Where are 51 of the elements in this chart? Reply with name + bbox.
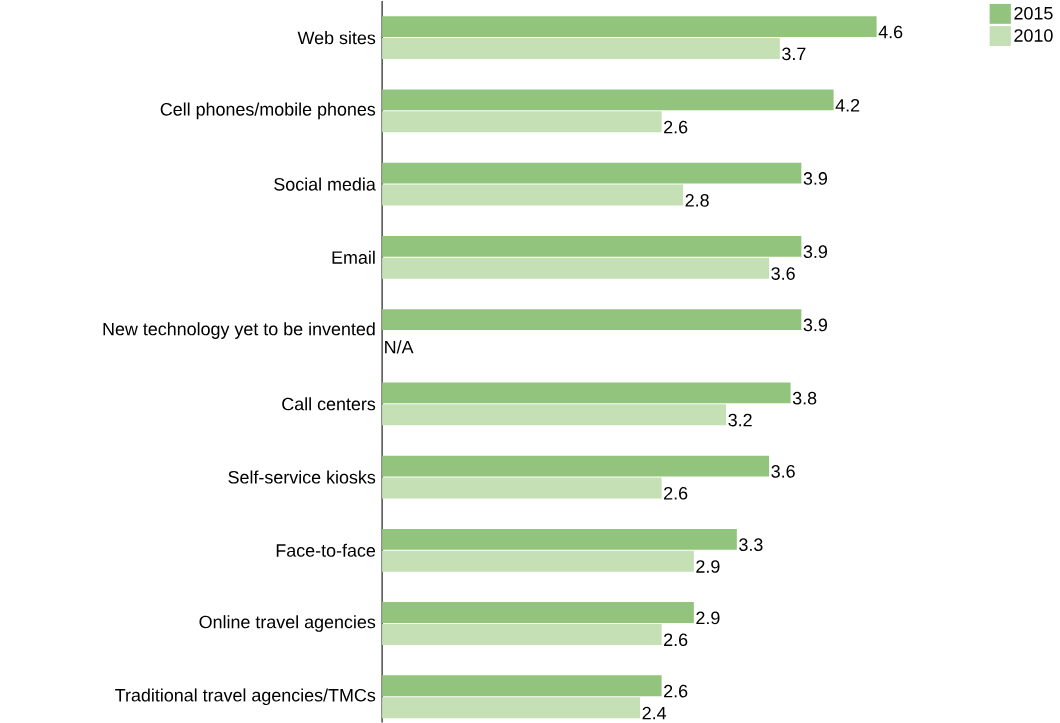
data-label: 3.9: [803, 318, 827, 332]
bar: [382, 455, 770, 477]
bar: [382, 16, 877, 38]
data-label: 2.9: [696, 611, 720, 625]
data-label: 3.3: [739, 538, 763, 552]
bar: [382, 309, 802, 331]
legend-label: 2010: [1014, 29, 1053, 42]
bar: [382, 528, 737, 550]
bar: [382, 235, 802, 257]
data-label: 2.6: [664, 120, 688, 134]
bar: [382, 550, 694, 572]
y-tick-label: Self-service kiosks: [228, 470, 376, 484]
bar: [382, 38, 780, 60]
data-label: 2.8: [685, 194, 709, 207]
data-label: 3.6: [771, 267, 795, 280]
y-tick-label: Cell phones/mobile phones: [160, 102, 376, 120]
y-tick-label: Web sites: [297, 31, 376, 45]
data-label: 3.9: [803, 245, 827, 259]
data-label: 2.6: [664, 487, 688, 500]
bar: [382, 111, 662, 133]
bar: [382, 602, 694, 624]
bar: [382, 184, 684, 206]
data-label: 2.4: [642, 706, 667, 720]
y-tick-label: Traditional travel agencies/TMCs: [115, 688, 376, 706]
data-label: 2.6: [664, 633, 688, 647]
bar: [382, 404, 727, 426]
data-label: 3.8: [792, 391, 817, 405]
data-label: 3.6: [771, 465, 795, 478]
data-label: 3.7: [782, 47, 806, 61]
y-tick-label: Email: [332, 250, 375, 264]
data-label: 2.9: [696, 560, 720, 573]
bar: [382, 697, 641, 719]
y-tick-label: Online travel agencies: [199, 615, 376, 632]
data-label: 3.9: [803, 172, 827, 185]
bar: [382, 257, 770, 279]
text: N/A: [385, 340, 414, 354]
bar: [382, 162, 802, 184]
bar: [382, 382, 791, 404]
y-tick-label: Call centers: [282, 397, 376, 411]
data-label: 4.6: [878, 25, 903, 39]
data-label: 4.2: [835, 99, 860, 112]
bar: [382, 675, 662, 697]
bar: [382, 624, 662, 645]
y-tick-label: Face-to-face: [276, 543, 376, 557]
bar: [382, 477, 662, 499]
y-tick-label: New technology yet to be invented: [103, 322, 375, 339]
bar: [382, 89, 834, 111]
legend-label: 2015: [1014, 6, 1053, 20]
y-tick-label: Social media: [274, 177, 376, 191]
data-label: 2.6: [664, 684, 688, 698]
data-label: 3.2: [728, 413, 752, 427]
